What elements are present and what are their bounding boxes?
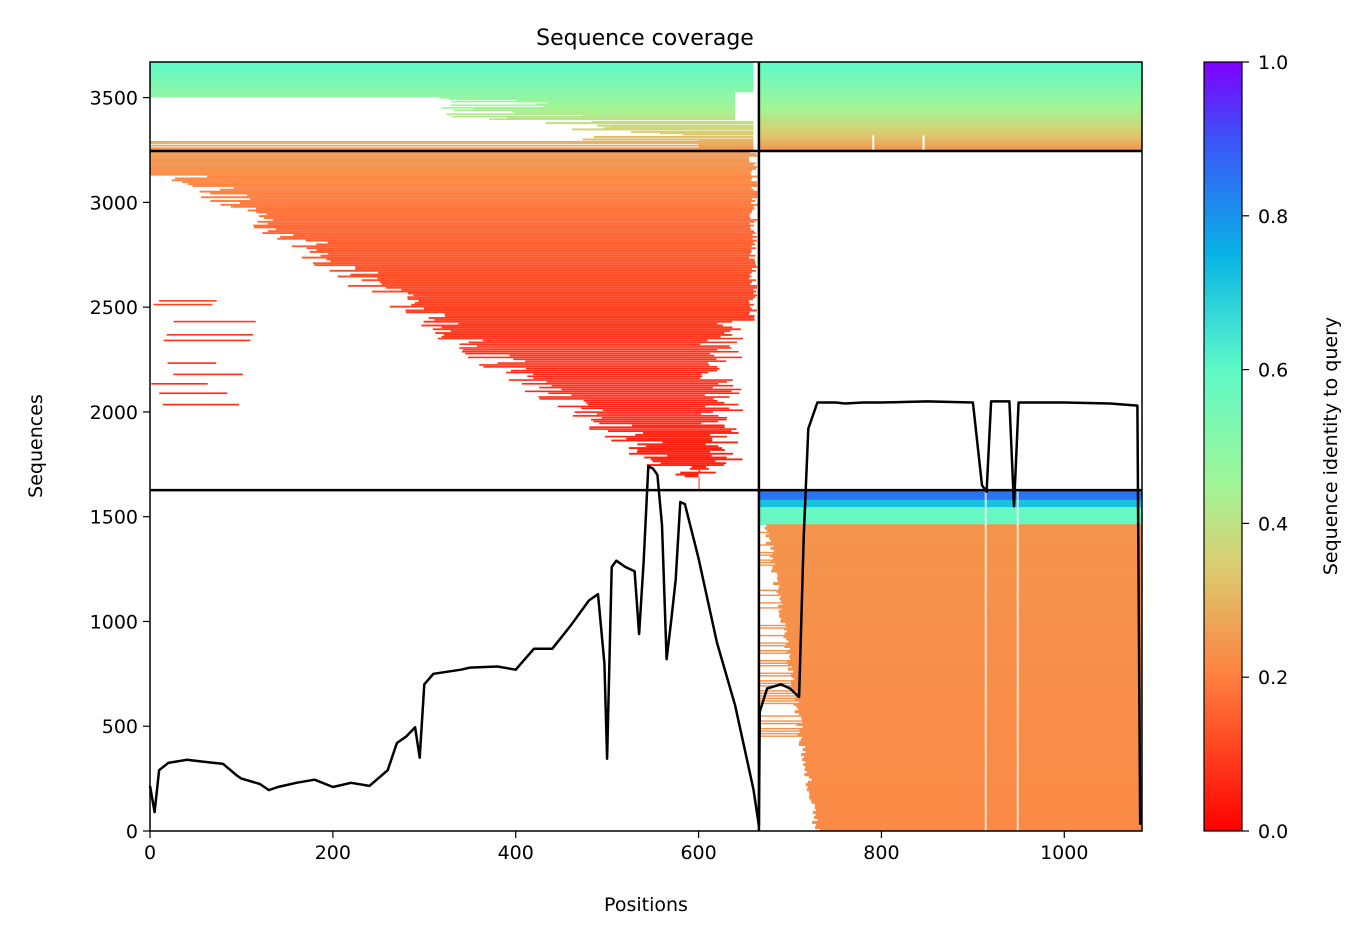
y-tick-label: 2000 xyxy=(90,402,138,424)
colorbar-label: Sequence identity to query xyxy=(1320,317,1342,575)
x-tick-label: 200 xyxy=(315,842,351,864)
block-boundaries xyxy=(150,62,1142,831)
coverage-line xyxy=(148,400,1142,828)
x-tick-label: 400 xyxy=(498,842,534,864)
colorbar-ticks: 0.0 0.2 0.4 0.6 0.8 1.0 xyxy=(1242,52,1288,843)
x-axis-label: Positions xyxy=(604,894,688,916)
colorbar-tick-label: 1.0 xyxy=(1258,52,1288,74)
y-tick-label: 3500 xyxy=(90,88,138,110)
y-axis: 0 500 1000 1500 2000 2500 3000 3500 xyxy=(90,88,150,843)
x-tick-label: 1000 xyxy=(1040,842,1088,864)
x-tick-label: 600 xyxy=(680,842,716,864)
y-tick-label: 1000 xyxy=(90,611,138,633)
colorbar-tick-label: 0.0 xyxy=(1258,821,1288,843)
y-axis-label: Sequences xyxy=(25,394,47,498)
colorbar-tick-label: 0.6 xyxy=(1258,360,1288,382)
coverage-heatmap xyxy=(150,61,1142,832)
colorbar-tick-label: 0.2 xyxy=(1258,667,1288,689)
colorbar-tick-label: 0.4 xyxy=(1258,513,1288,535)
y-tick-label: 500 xyxy=(102,716,138,738)
heatmap-block-chain-a xyxy=(150,151,758,491)
x-tick-label: 800 xyxy=(863,842,899,864)
colorbar-tick-label: 0.8 xyxy=(1258,206,1288,228)
plot-frame xyxy=(149,61,1143,832)
y-tick-label: 3000 xyxy=(90,192,138,214)
x-axis: 0 200 400 600 800 1000 xyxy=(144,831,1088,864)
chart-title: Sequence coverage xyxy=(536,26,754,51)
colorbar xyxy=(1203,61,1243,832)
y-tick-label: 2500 xyxy=(90,297,138,319)
y-tick-label: 0 xyxy=(126,821,138,843)
coverage-line-layer xyxy=(148,400,1142,828)
x-tick-label: 0 xyxy=(144,842,156,864)
y-tick-label: 1500 xyxy=(90,507,138,529)
heatmap-block-chain-b xyxy=(758,490,1142,832)
heatmap-block-paired xyxy=(150,61,1142,152)
